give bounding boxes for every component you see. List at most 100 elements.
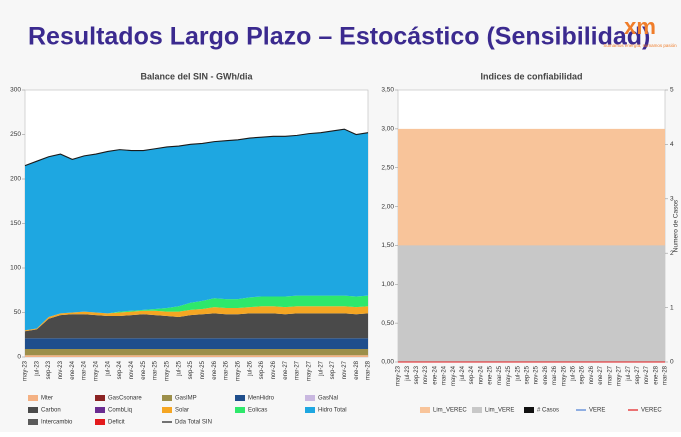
logo: xm	[624, 14, 656, 39]
y-tick-label: 2,50	[381, 164, 394, 171]
legend-swatch	[28, 407, 38, 413]
legend-label: GasIMP	[175, 396, 197, 402]
x-tick-label: ene-25	[488, 365, 494, 384]
legend-label: VERE	[589, 408, 605, 414]
legend-label: Mter	[41, 396, 53, 402]
x-tick-label: may-24	[451, 365, 457, 386]
y-tick-label: 300	[10, 87, 21, 94]
x-tick-label: nov-25	[534, 365, 540, 384]
x-tick-label: jul-24	[460, 365, 466, 381]
x-tick-label: jul-23	[34, 360, 40, 376]
area	[25, 129, 368, 331]
legend-label: GasNal	[318, 396, 338, 402]
x-tick-label: ene-28	[653, 365, 659, 384]
legend-swatch	[28, 395, 38, 401]
legend-swatch	[524, 407, 534, 413]
x-tick-label: sep-27	[635, 365, 641, 384]
legend-label: Eolicas	[248, 408, 267, 414]
x-tick-label: nov-26	[589, 365, 595, 384]
x-tick-label: ene-28	[354, 360, 360, 379]
y-tick-label: 0,50	[381, 320, 394, 327]
y-tick-label: 0	[17, 354, 21, 361]
x-tick-label: ene-26	[212, 360, 218, 379]
x-tick-label: nov-24	[129, 360, 135, 379]
y-tick-label: 150	[10, 220, 21, 227]
legend-label: CombLiq	[108, 408, 132, 414]
area	[25, 306, 368, 332]
x-tick-label: jul-25	[176, 360, 182, 376]
x-tick-label: may-23	[396, 365, 402, 386]
legend-label: GasCsonare	[108, 396, 142, 402]
x-tick-label: sep-25	[524, 365, 530, 384]
y-tick-label: 2,00	[381, 203, 394, 210]
y-tick-label: 3,00	[381, 126, 394, 133]
x-tick-label: may-26	[561, 365, 567, 386]
x-tick-label: mar-26	[224, 360, 230, 380]
area	[398, 245, 665, 362]
legend-swatch	[235, 407, 245, 413]
x-tick-label: jul-26	[247, 360, 253, 376]
y2-axis-label: Numero de Casos	[673, 199, 680, 252]
legend-swatch	[420, 407, 430, 413]
area	[25, 338, 368, 349]
x-tick-label: mar-24	[82, 360, 88, 380]
area	[25, 295, 368, 331]
x-tick-label: sep-23	[46, 360, 52, 379]
x-tick-label: may-24	[94, 360, 100, 381]
x-tick-label: ene-27	[283, 360, 289, 379]
x-tick-label: sep-26	[259, 360, 265, 379]
legend-label: Deficit	[108, 420, 125, 426]
legend-swatch	[95, 419, 105, 425]
y-tick-label: 200	[10, 176, 21, 183]
legend-swatch	[162, 407, 172, 413]
y-tick-label: 100	[10, 265, 21, 272]
y-tick-label: 1,00	[381, 281, 394, 288]
x-tick-label: jul-25	[515, 365, 521, 381]
x-tick-label: sep-26	[580, 365, 586, 384]
x-tick-label: may-26	[235, 360, 241, 381]
area	[25, 355, 368, 357]
x-tick-label: mar-25	[153, 360, 159, 380]
legend-swatch	[95, 407, 105, 413]
legend-label: MenHidro	[248, 396, 275, 402]
x-tick-label: jul-26	[571, 365, 577, 381]
legend-label: Intercambio	[41, 420, 73, 426]
y-tick-label: 0,00	[381, 359, 394, 366]
legend-label: Hidro Total	[318, 408, 347, 414]
x-tick-label: mar-24	[442, 365, 448, 385]
legend-label: VEREC	[641, 408, 662, 414]
legend-swatch	[162, 395, 172, 401]
y2-tick-label: 4	[670, 141, 674, 148]
x-tick-label: may-25	[506, 365, 512, 386]
legend-swatch	[305, 395, 315, 401]
x-tick-label: nov-27	[644, 365, 650, 384]
x-tick-label: mar-25	[497, 365, 503, 385]
x-tick-label: ene-25	[141, 360, 147, 379]
legend-label: Lim_VEREC	[433, 408, 467, 414]
legend-swatch	[235, 395, 245, 401]
y2-tick-label: 2	[670, 250, 674, 257]
y2-tick-label: 0	[670, 359, 674, 366]
x-tick-label: ene-27	[598, 365, 604, 384]
legend-swatch	[472, 407, 482, 413]
legend-label: Lim_VERE	[485, 408, 514, 414]
x-tick-label: mar-26	[552, 365, 558, 385]
x-tick-label: jul-27	[318, 360, 324, 376]
x-tick-label: nov-23	[58, 360, 64, 379]
x-tick-label: nov-27	[342, 360, 348, 379]
x-tick-label: ene-24	[432, 365, 438, 384]
area	[25, 348, 368, 356]
y2-tick-label: 1	[670, 304, 674, 311]
chart-title: Indices de confiabilidad	[480, 71, 582, 81]
x-tick-label: ene-24	[70, 360, 76, 379]
x-tick-label: may-25	[165, 360, 171, 381]
x-tick-label: may-27	[306, 360, 312, 381]
x-tick-label: mar-28	[663, 365, 669, 385]
x-tick-label: nov-26	[271, 360, 277, 379]
y2-tick-label: 3	[670, 196, 674, 203]
x-tick-label: sep-24	[469, 365, 475, 384]
x-tick-label: nov-25	[200, 360, 206, 379]
x-tick-label: jul-27	[626, 365, 632, 381]
x-tick-label: mar-28	[366, 360, 372, 380]
